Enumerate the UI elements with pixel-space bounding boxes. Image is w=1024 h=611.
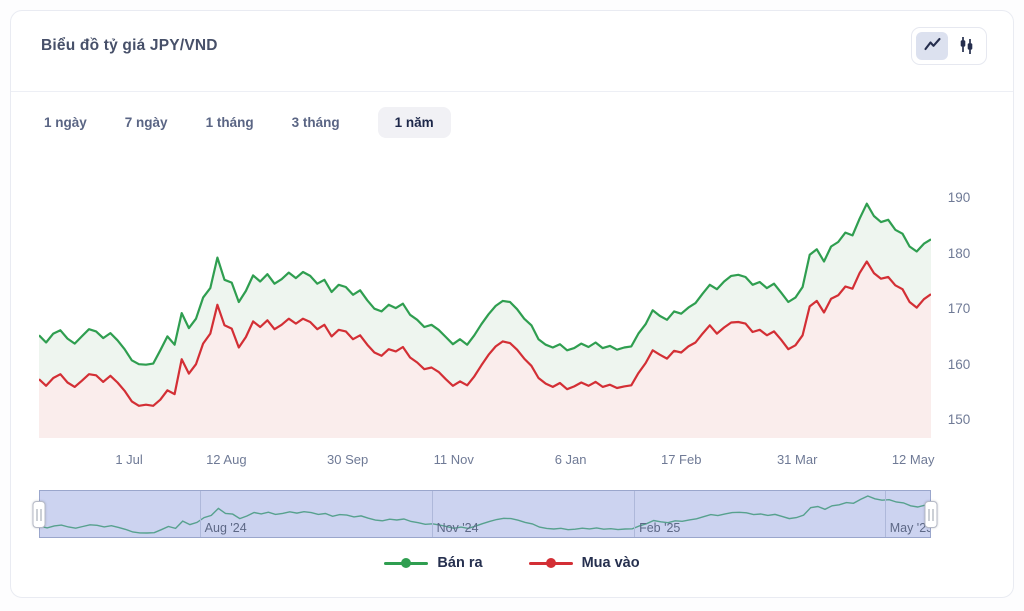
range-button-7-ngay[interactable]: 7 ngày (125, 107, 168, 138)
x-axis-label: 17 Feb (660, 452, 702, 467)
navigator[interactable]: Aug '24 Nov '24 Feb '25 May '25 (39, 490, 931, 538)
x-axis-label: 11 Nov (433, 452, 474, 467)
chart-region: 150 160 170 180 190 1 Jul 12 Aug 30 Sep 11 Nov 6 … (11, 11, 1013, 597)
y-axis-label: 150 (947, 412, 971, 428)
x-axis-label: 12 Aug (206, 452, 247, 467)
legend-marker-icon (528, 558, 573, 568)
navigator-gridline (634, 491, 636, 537)
y-axis-label: 180 (947, 245, 971, 261)
y-axis-label: 160 (947, 356, 971, 372)
line-chart-toggle-button[interactable] (916, 32, 948, 60)
x-axis-label: 31 Mar (776, 452, 818, 467)
legend-item-ban-ra[interactable]: Bán ra (384, 555, 483, 571)
navigator-series-line (40, 495, 930, 534)
navigator-label: May '25 (889, 521, 931, 535)
y-axis-label: 170 (947, 301, 971, 317)
candlestick-toggle-button[interactable] (950, 32, 982, 60)
line-chart-icon (923, 36, 942, 56)
navigator-left-handle[interactable] (32, 501, 46, 528)
x-axis-label: 1 Jul (115, 452, 143, 467)
legend-label: Mua vào (581, 555, 640, 571)
chart-legend: Bán ra Mua vào (11, 555, 1013, 571)
navigator-gridline (199, 491, 201, 537)
navigator-gridline (431, 491, 433, 537)
legend-item-mua-vao[interactable]: Mua vào (528, 555, 640, 571)
exchange-rate-chart-card: Biểu đồ tỷ giá JPY/VND 1 ngày 7 ngày 1 thá… (10, 10, 1014, 598)
legend-label: Bán ra (437, 555, 483, 571)
y-axis-label: 190 (947, 190, 971, 206)
page-title: Biểu đồ tỷ giá JPY/VND (41, 37, 218, 54)
navigator-label: Feb '25 (639, 521, 681, 535)
range-button-1-thang[interactable]: 1 tháng (206, 107, 254, 138)
range-button-1-nam[interactable]: 1 năm (377, 107, 451, 138)
x-axis-label: 6 Jan (554, 452, 587, 467)
header-divider (11, 91, 1013, 92)
time-range-selector: 1 ngày 7 ngày 1 tháng 3 tháng 1 năm (44, 107, 451, 138)
navigator-right-handle[interactable] (924, 501, 938, 528)
x-axis-label: 12 May (891, 452, 935, 467)
navigator-label: Nov '24 (436, 521, 479, 535)
x-axis-label: 30 Sep (327, 452, 369, 467)
candlestick-icon (957, 35, 976, 58)
chart-type-toggle (911, 27, 987, 65)
navigator-label: Aug '24 (204, 521, 247, 535)
price-chart-plot-area[interactable] (39, 166, 931, 438)
range-button-3-thang[interactable]: 3 tháng (292, 107, 340, 138)
legend-marker-icon (384, 558, 429, 568)
range-button-1-ngay[interactable]: 1 ngày (44, 107, 87, 138)
navigator-gridline (884, 491, 886, 537)
